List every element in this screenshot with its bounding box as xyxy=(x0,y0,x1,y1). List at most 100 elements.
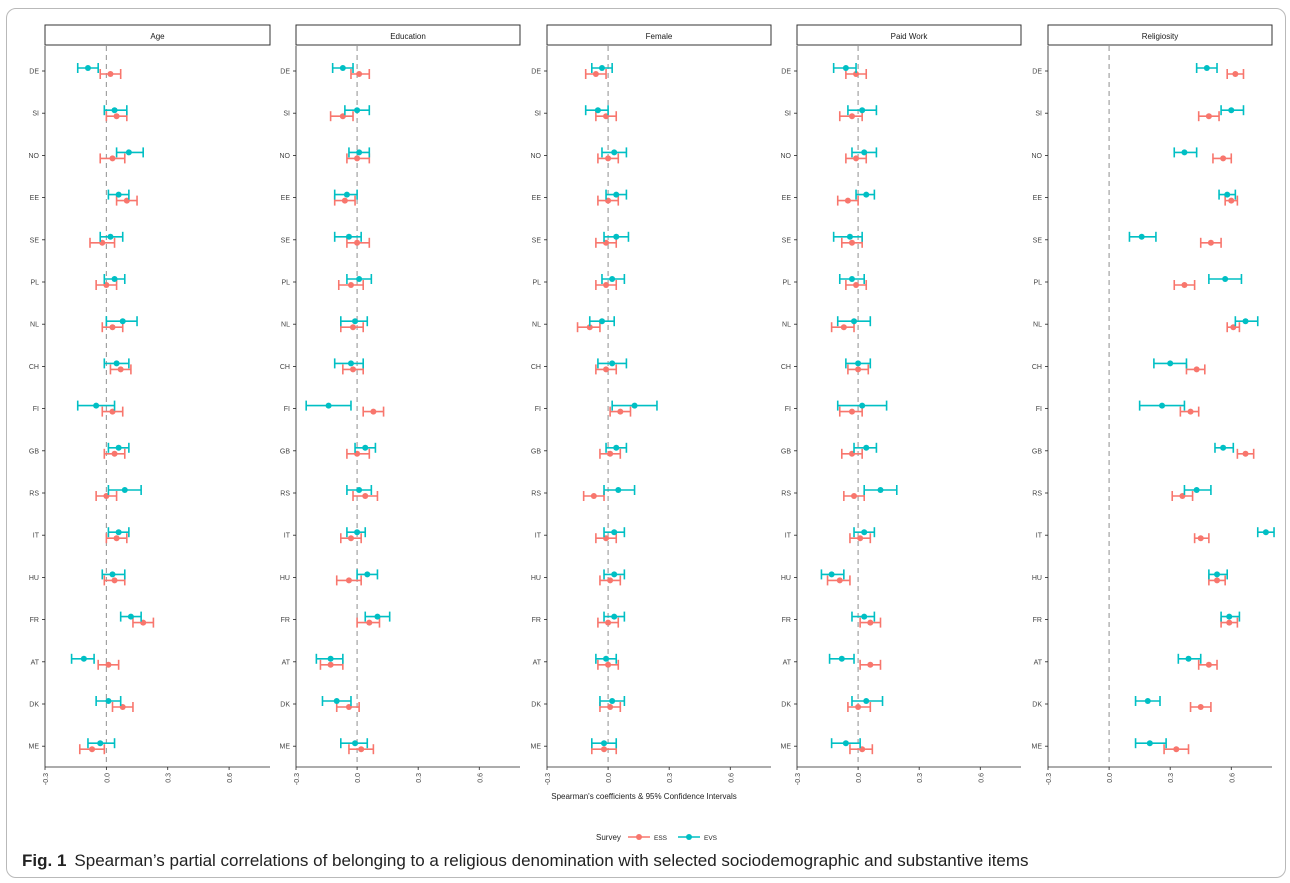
point-ess-at xyxy=(105,661,112,668)
point-evs-pl xyxy=(111,276,118,282)
x-tick-label: 0.0 xyxy=(606,773,613,783)
point-evs-de xyxy=(84,65,91,71)
facet-strip-label: Religiosity xyxy=(1142,32,1178,41)
point-evs-fi xyxy=(93,402,100,409)
point-ess-pl xyxy=(1181,282,1188,288)
point-ess-se xyxy=(848,239,855,246)
country-label-rs: RS xyxy=(1032,491,1042,498)
country-label-gb: GB xyxy=(781,448,791,455)
caption-label: Fig. 1 xyxy=(22,851,67,870)
country-label-nl: NL xyxy=(782,322,791,329)
point-ess-nl xyxy=(840,324,847,331)
point-evs-si xyxy=(111,107,118,114)
country-label-fi: FI xyxy=(33,406,39,413)
facet-strip-label: Paid Work xyxy=(891,32,929,41)
point-evs-se xyxy=(613,233,620,240)
country-label-dk: DK xyxy=(1032,702,1042,709)
point-evs-nl xyxy=(119,318,126,325)
country-label-rs: RS xyxy=(531,491,541,498)
point-evs-ee xyxy=(115,191,122,198)
point-ess-it xyxy=(857,535,864,542)
point-evs-it xyxy=(1262,529,1269,536)
point-evs-fi xyxy=(1159,402,1166,409)
point-ess-se xyxy=(1207,239,1214,246)
facet-strip xyxy=(295,24,521,46)
x-tick-label: 0.0 xyxy=(104,773,111,783)
point-evs-ee xyxy=(1224,191,1231,198)
facet-strip xyxy=(796,24,1022,46)
country-label-ee: EE xyxy=(30,195,40,202)
point-evs-it xyxy=(115,529,122,536)
point-evs-at xyxy=(1185,655,1192,662)
point-ess-no xyxy=(1220,155,1227,162)
point-ess-hu xyxy=(345,577,352,584)
country-label-nl: NL xyxy=(30,322,39,329)
country-label-fr: FR xyxy=(532,617,541,624)
point-ess-fr xyxy=(366,619,373,626)
point-ess-fr xyxy=(867,619,874,626)
point-evs-fr xyxy=(611,613,618,620)
country-label-ch: CH xyxy=(29,364,39,371)
point-evs-at xyxy=(327,655,334,662)
country-label-it: IT xyxy=(284,533,291,540)
country-label-fr: FR xyxy=(281,617,290,624)
point-evs-hu xyxy=(611,571,618,578)
point-evs-nl xyxy=(851,318,858,325)
country-label-dk: DK xyxy=(531,702,541,709)
point-ess-pl xyxy=(347,282,354,288)
x-tick-label: 0.3 xyxy=(416,773,423,783)
country-label-me: ME xyxy=(280,744,291,751)
country-label-fi: FI xyxy=(535,406,541,413)
country-label-ee: EE xyxy=(782,195,792,202)
x-tick-label: 0.6 xyxy=(477,773,484,783)
point-ess-ch xyxy=(855,366,862,373)
x-tick-label: 0.6 xyxy=(227,773,234,783)
point-evs-rs xyxy=(1193,487,1200,493)
facet-strip xyxy=(44,24,271,46)
country-label-dk: DK xyxy=(781,702,791,709)
point-ess-it xyxy=(113,535,120,542)
point-ess-nl xyxy=(586,324,593,331)
point-evs-it xyxy=(354,529,361,536)
country-label-rs: RS xyxy=(280,491,290,498)
point-ess-ee xyxy=(1228,197,1235,204)
country-label-ch: CH xyxy=(781,364,791,371)
country-label-pl: PL xyxy=(782,280,791,287)
point-evs-ee xyxy=(343,191,350,198)
point-evs-dk xyxy=(863,698,870,704)
point-ess-si xyxy=(113,113,120,120)
point-evs-me xyxy=(1146,740,1153,747)
country-label-pl: PL xyxy=(30,280,39,287)
point-ess-no xyxy=(605,155,612,162)
point-evs-rs xyxy=(121,487,128,493)
x-tick-label: 0.6 xyxy=(1229,773,1236,783)
country-label-pl: PL xyxy=(281,280,290,287)
country-label-se: SE xyxy=(281,237,291,244)
point-ess-hu xyxy=(836,577,843,584)
point-ess-ch xyxy=(1193,366,1200,373)
country-label-se: SE xyxy=(1033,237,1043,244)
point-evs-it xyxy=(861,529,868,536)
point-evs-de xyxy=(1203,65,1210,71)
point-evs-se xyxy=(846,233,853,240)
country-label-nl: NL xyxy=(1033,322,1042,329)
country-label-fi: FI xyxy=(1036,406,1042,413)
country-label-it: IT xyxy=(785,533,792,540)
facet-strip-label: Age xyxy=(150,32,165,41)
point-ess-nl xyxy=(109,324,116,331)
point-ess-pl xyxy=(603,282,610,288)
x-tick-label: 0.6 xyxy=(978,773,985,783)
x-tick-label: 0.3 xyxy=(917,773,924,783)
point-evs-dk xyxy=(609,698,616,704)
point-evs-fr xyxy=(127,613,134,620)
point-evs-si xyxy=(1228,107,1235,114)
country-label-hu: HU xyxy=(781,575,791,582)
country-label-ch: CH xyxy=(1032,364,1042,371)
point-evs-dk xyxy=(105,698,112,704)
point-ess-rs xyxy=(362,493,369,499)
point-evs-si xyxy=(859,107,866,114)
country-label-it: IT xyxy=(33,533,40,540)
country-label-nl: NL xyxy=(532,322,541,329)
country-label-no: NO xyxy=(531,153,542,160)
point-ess-gb xyxy=(111,450,118,457)
